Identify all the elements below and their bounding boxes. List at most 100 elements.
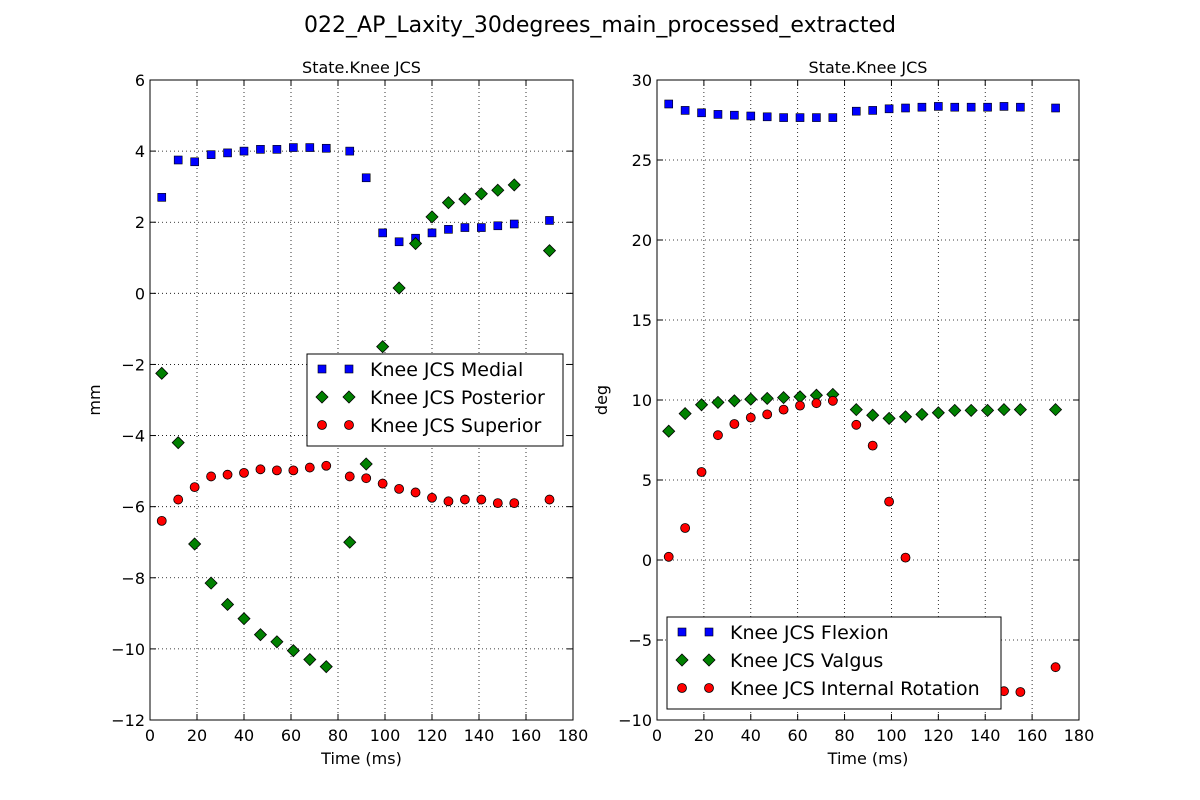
y-tick-label: 0 <box>642 551 652 570</box>
y-axis-label: mm <box>85 384 104 415</box>
data-point <box>343 535 357 549</box>
legend-marker <box>315 390 329 404</box>
data-point <box>697 108 706 118</box>
data-point <box>1051 103 1060 113</box>
data-point <box>711 395 725 409</box>
x-tick-label: 180 <box>558 726 589 745</box>
series-circle-3 <box>156 460 555 526</box>
data-point <box>189 482 200 493</box>
data-point <box>321 143 331 153</box>
data-point <box>286 644 300 658</box>
data-point <box>410 487 421 498</box>
x-axis-label: Time (ms) <box>827 749 909 768</box>
data-point <box>443 496 454 507</box>
x-tick-label: 0 <box>652 726 662 745</box>
data-point <box>828 113 838 122</box>
data-point <box>361 473 372 484</box>
legend-label: Knee JCS Medial <box>370 359 523 381</box>
data-point <box>812 113 821 122</box>
data-point <box>188 537 202 551</box>
data-point <box>884 496 894 507</box>
y-tick-label: 5 <box>642 471 652 490</box>
legend: Knee JCS Flexion Knee JCS Valgus Knee JCS … <box>666 616 1002 710</box>
data-point <box>882 411 896 425</box>
x-tick-label: 120 <box>417 726 448 745</box>
y-tick-label: 10 <box>632 391 652 410</box>
axes-frame <box>149 79 574 721</box>
series-square-1 <box>664 99 1060 122</box>
data-point <box>441 196 456 210</box>
data-point <box>867 440 878 451</box>
figure-title: 022_AP_Laxity_30degrees_main_processed_e… <box>304 13 896 38</box>
data-point <box>359 457 373 471</box>
data-point <box>866 408 880 422</box>
data-point <box>271 465 282 476</box>
legend-label: Knee JCS Valgus <box>730 650 883 672</box>
data-point <box>727 394 741 408</box>
series-square-1 <box>157 143 554 247</box>
data-point <box>289 143 298 152</box>
subplot-2: 0 20 40 60 80 100 120 140 160 180 −10 −5 0 5 10 15 20 25 3… <box>592 58 1094 768</box>
data-point <box>319 660 333 674</box>
data-point <box>255 464 266 475</box>
data-point <box>811 398 822 409</box>
x-tick-label: 100 <box>370 726 401 745</box>
data-point <box>931 406 945 420</box>
data-point <box>542 244 557 258</box>
subplot-1: 0 20 40 60 80 100 120 140 160 180 −12 −10 −8 −6 −4 −2 0 2… <box>85 58 588 768</box>
y-tick-label: 15 <box>632 311 652 330</box>
x-tick-label: 60 <box>787 726 807 745</box>
x-tick-label: 20 <box>694 726 714 745</box>
data-point <box>901 103 910 113</box>
data-point <box>272 145 282 154</box>
data-point <box>222 469 233 480</box>
data-point <box>851 419 862 430</box>
data-point <box>492 498 503 509</box>
data-point <box>827 395 838 406</box>
series-circle-3 <box>663 395 1061 697</box>
data-point <box>849 403 863 417</box>
legend-box <box>666 616 1002 710</box>
data-point <box>680 523 691 533</box>
y-tick-label: 0 <box>135 284 145 303</box>
x-tick-label: 80 <box>328 726 348 745</box>
legend-label: Knee JCS Posterior <box>370 387 545 409</box>
series-diamond-2 <box>662 387 1063 438</box>
subplot-title: State.Knee JCS <box>302 58 421 77</box>
data-point <box>156 515 167 526</box>
data-point <box>795 400 805 411</box>
x-tick-label: 80 <box>834 726 854 745</box>
data-point <box>662 424 676 438</box>
data-point <box>344 471 355 482</box>
data-point <box>459 494 470 505</box>
legend-marker <box>677 627 687 637</box>
data-point <box>507 178 521 192</box>
data-point <box>545 216 554 225</box>
x-tick-label: 140 <box>970 726 1001 745</box>
legend-marker <box>677 683 687 693</box>
data-point <box>779 113 788 122</box>
data-point <box>270 635 284 649</box>
data-point <box>171 436 185 450</box>
data-point <box>1050 662 1061 673</box>
x-tick-label: 100 <box>876 726 907 745</box>
data-point <box>1015 687 1026 697</box>
data-point <box>394 237 404 247</box>
legend-marker <box>317 420 327 430</box>
y-axis-label: deg <box>592 385 611 415</box>
data-point <box>204 576 218 590</box>
legend-marker <box>704 627 714 637</box>
data-point <box>760 391 774 405</box>
data-point <box>795 113 805 122</box>
x-tick-label: 60 <box>281 726 301 745</box>
data-point <box>491 183 505 197</box>
data-point <box>477 223 486 232</box>
data-point <box>288 465 299 476</box>
data-point <box>206 471 217 482</box>
data-point <box>664 99 674 109</box>
data-point <box>777 391 791 405</box>
data-point <box>361 173 371 183</box>
legend-marker <box>702 653 716 667</box>
y-tick-label: 20 <box>632 231 652 250</box>
